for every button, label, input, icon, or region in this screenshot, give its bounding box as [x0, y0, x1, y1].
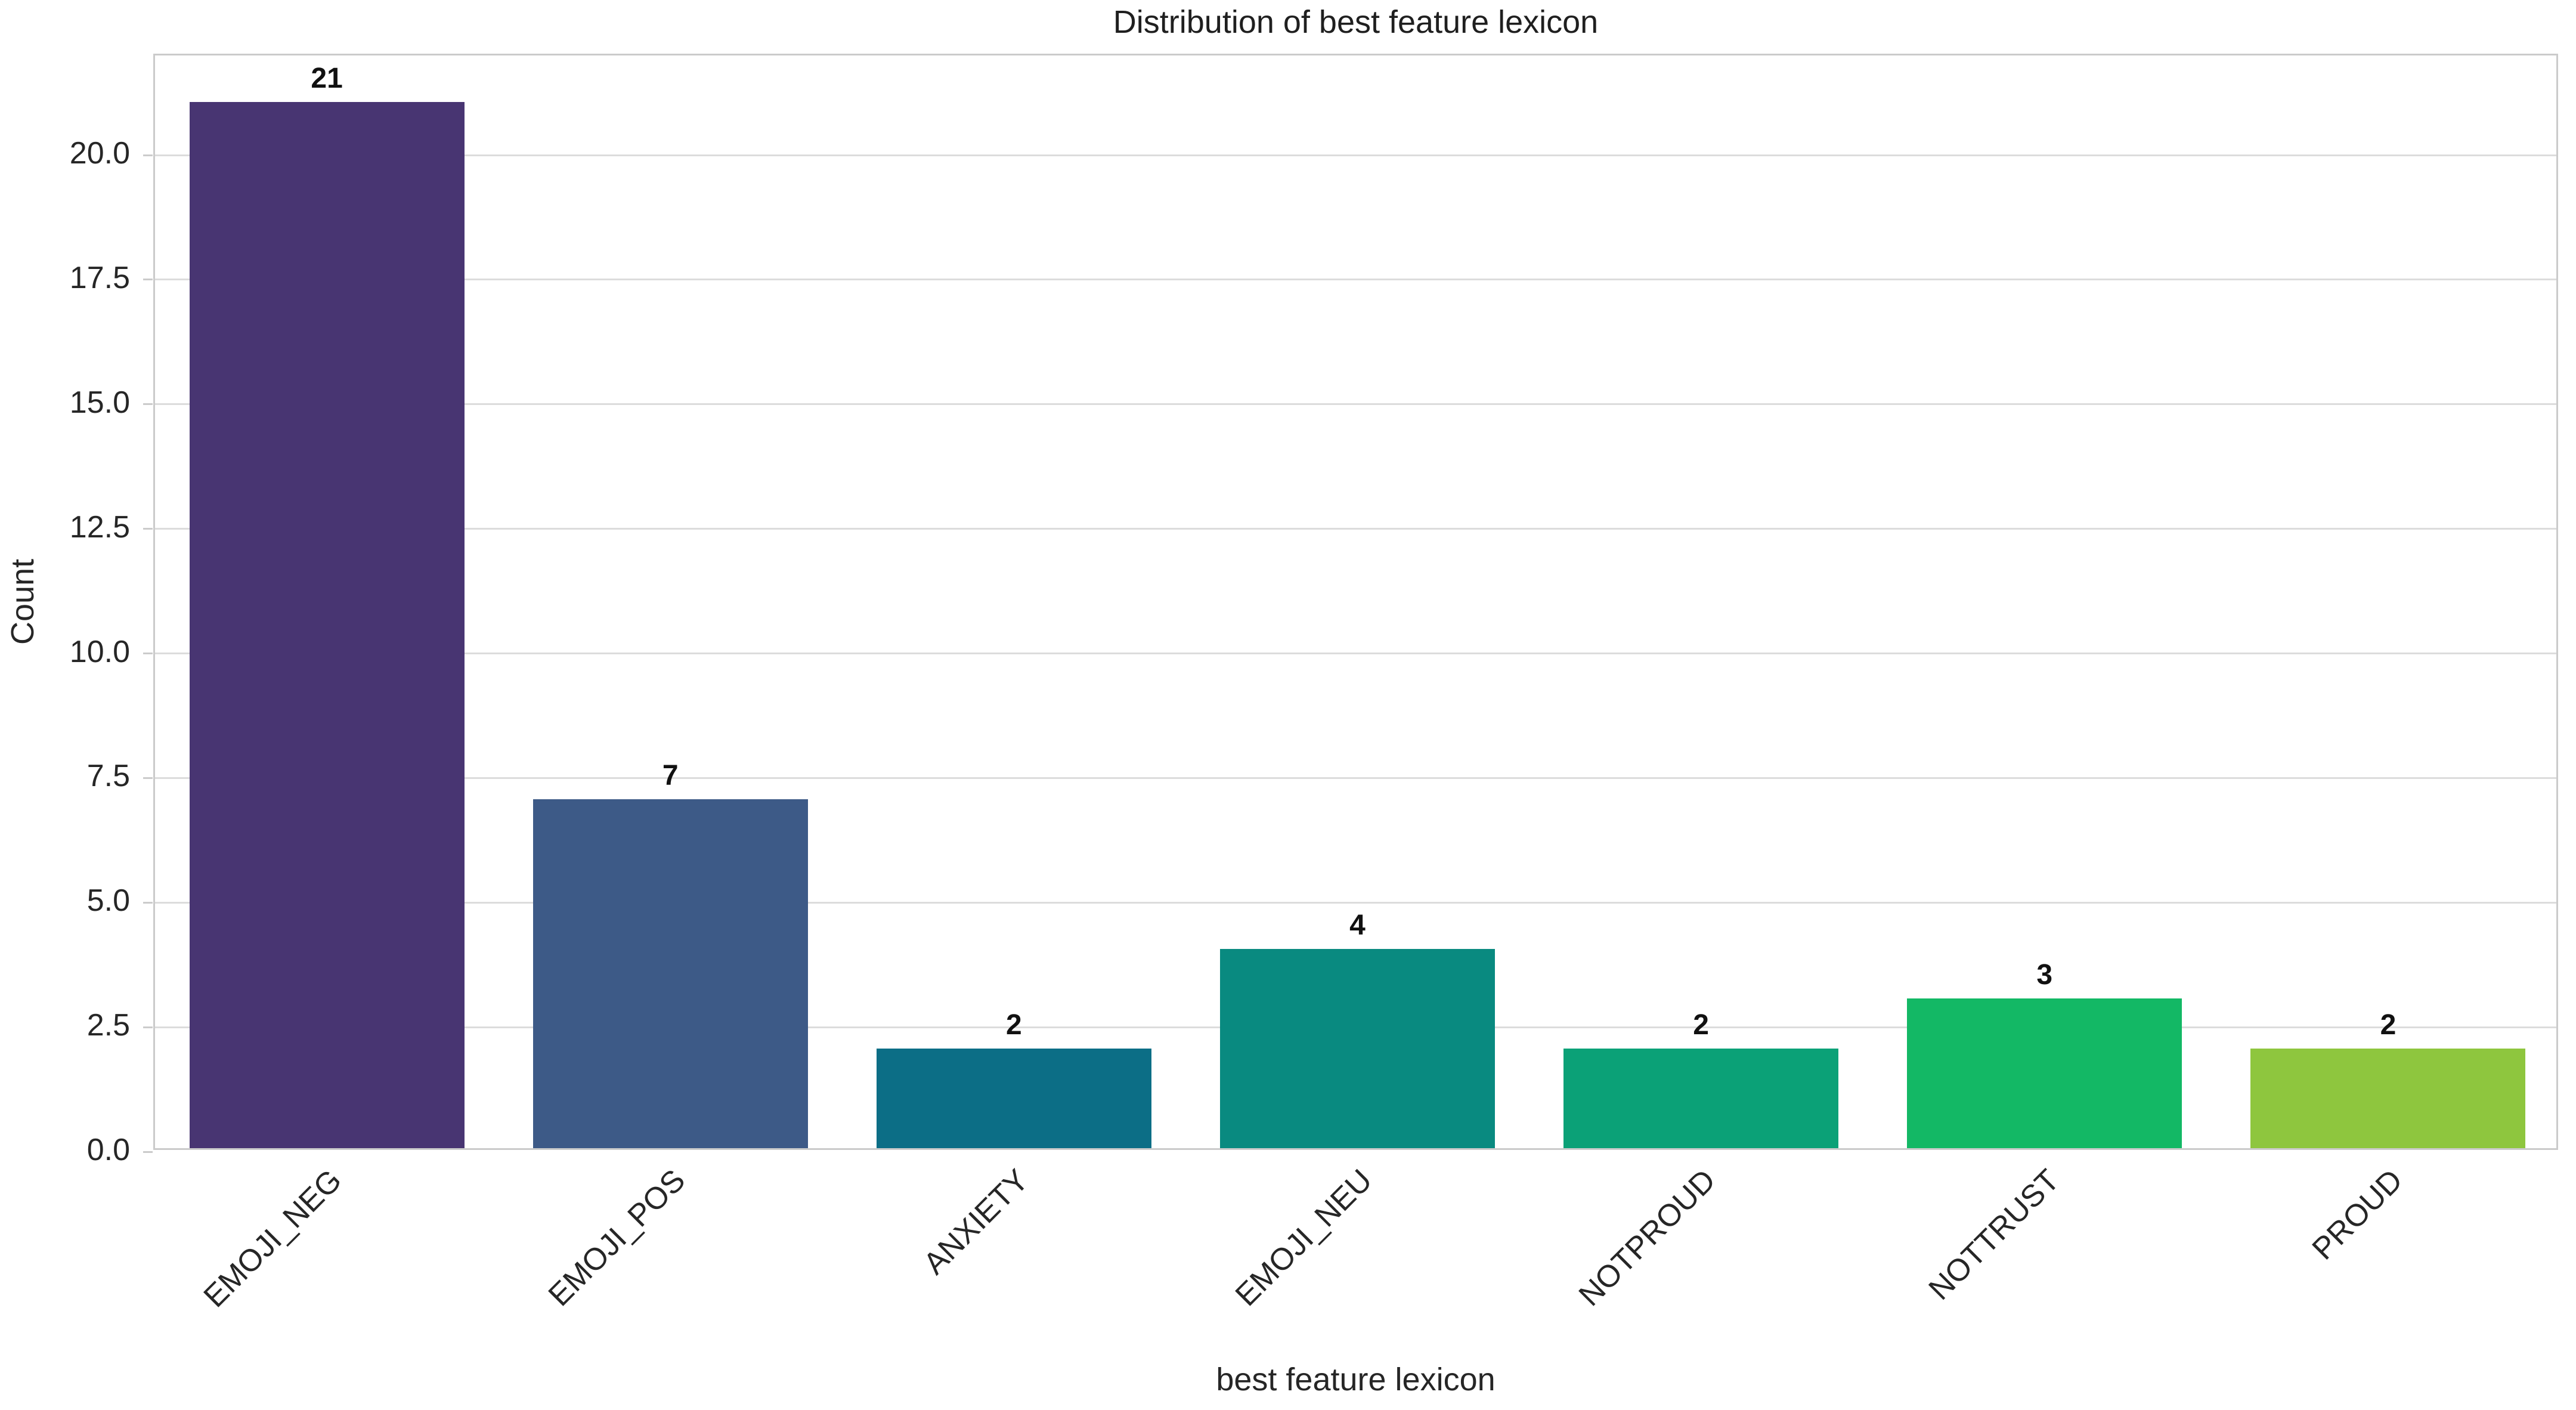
bar-emoji_neg	[189, 101, 465, 1148]
bar-anxiety	[876, 1048, 1151, 1148]
gridline	[155, 154, 2556, 156]
y-tick-mark	[143, 279, 153, 281]
y-tick-label: 10.0	[69, 634, 130, 669]
y-tick-label: 20.0	[69, 136, 130, 171]
y-tick-label: 17.5	[69, 260, 130, 295]
y-tick-mark	[143, 528, 153, 530]
bar-emoji_neu	[1220, 948, 1495, 1148]
gridline	[155, 777, 2556, 779]
chart-title: Distribution of best feature lexicon	[1113, 4, 1599, 40]
bar-notproud	[1563, 1048, 1839, 1148]
bar-value-label: 2	[1005, 1009, 1022, 1041]
gridline	[155, 403, 2556, 406]
y-tick-mark	[143, 154, 153, 156]
bar-proud	[2250, 1048, 2526, 1148]
gridline	[155, 901, 2556, 904]
x-tick-label: EMOJI_NEU	[1228, 1162, 1379, 1313]
x-tick-label: EMOJI_NEG	[197, 1162, 348, 1315]
x-tick-label: PROUD	[2305, 1162, 2410, 1267]
y-tick-mark	[143, 777, 153, 779]
gridline	[155, 653, 2556, 655]
bar-value-label: 4	[1349, 909, 1366, 941]
y-tick-mark	[143, 901, 153, 904]
x-tick-label: ANXIETY	[917, 1162, 1036, 1282]
bar-value-label: 21	[311, 62, 343, 94]
plot-area: 21 EMOJI_NEG 7 EMOJI_POS 2 ANXIETY 4 EMOJI_NEU 2…	[143, 54, 2558, 1314]
x-tick-label: EMOJI_POS	[541, 1162, 692, 1313]
bar-emoji_pos	[532, 799, 808, 1148]
y-tick-label: 12.5	[69, 509, 130, 545]
y-tick-label: 0.0	[86, 1133, 130, 1167]
y-tick-mark	[143, 403, 153, 406]
bar-value-label: 3	[2036, 959, 2053, 991]
bar-value-label: 7	[662, 760, 679, 792]
gridline	[155, 279, 2556, 281]
x-axis-label: best feature lexicon	[1216, 1362, 1496, 1397]
y-tick-mark	[143, 653, 153, 655]
y-axis-tick-labels: 0.0 2.5 5.0 7.5 10.0 12.5 15.0 17.5 20.0	[0, 54, 130, 1167]
y-tick-label: 5.0	[86, 883, 130, 919]
bar-value-label: 2	[2380, 1009, 2397, 1041]
y-tick-mark	[143, 1151, 153, 1153]
y-tick-mark	[143, 1026, 153, 1028]
bar-value-label: 2	[1693, 1009, 1709, 1041]
y-tick-label: 2.5	[86, 1008, 130, 1043]
x-tick-label: NOTTRUST	[1922, 1162, 2066, 1307]
y-tick-label: 7.5	[86, 759, 130, 794]
y-tick-label: 15.0	[69, 385, 130, 420]
gridline	[155, 528, 2556, 530]
x-tick-label: NOTPROUD	[1572, 1162, 1723, 1313]
bar-nottrust	[1907, 998, 2182, 1148]
